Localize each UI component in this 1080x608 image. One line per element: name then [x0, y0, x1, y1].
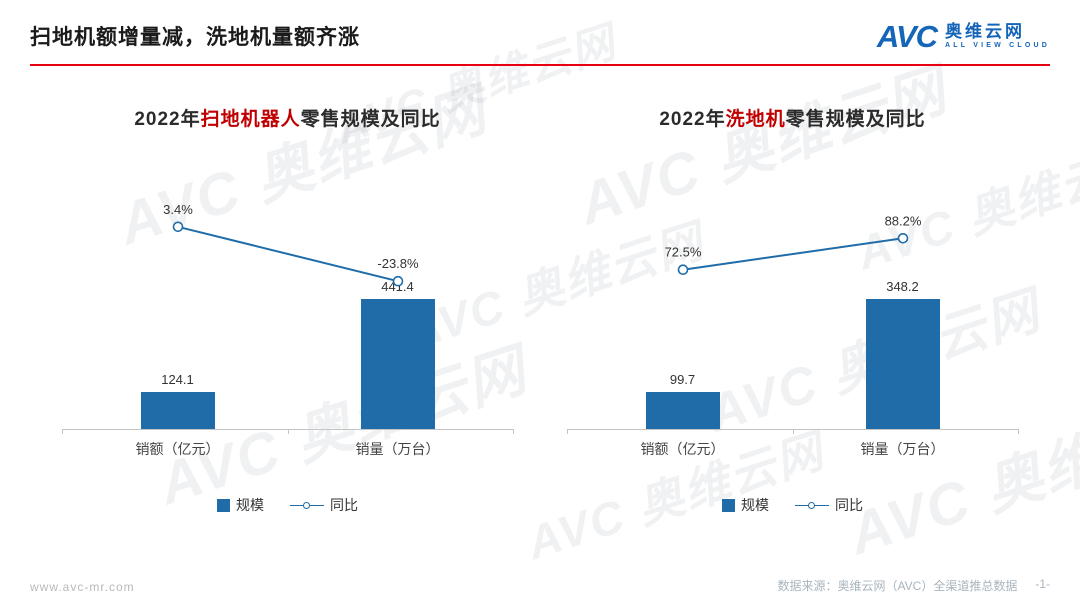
header: 扫地机额增量减，洗地机量额齐涨 AVC 奥维云网 ALL VIEW CLOUD [30, 14, 1050, 66]
footer-page-number: -1- [1035, 577, 1050, 591]
bar-swatch [217, 498, 230, 512]
category-label: 销量（万台） [860, 441, 945, 457]
plot-robot-vacuum: 124.1 销额（亿元） 441.4 销量（万台） 3.4% -23.8% [61, 159, 514, 479]
chart-title-suffix: 零售规模及同比 [300, 109, 441, 130]
axis-tick [1017, 429, 1019, 434]
chart-title-prefix: 2022年 [659, 109, 726, 130]
category-label: 销额（亿元） [135, 441, 220, 457]
svg-text:-23.8%: -23.8% [377, 256, 419, 271]
category-label: 销额（亿元） [640, 441, 725, 457]
bar-销量（万台） [865, 299, 940, 429]
bar-销量（万台） [360, 299, 435, 429]
chart-title: 2022年扫地机器人零售规模及同比 [55, 104, 520, 131]
bar-value-label: 124.1 [161, 372, 194, 388]
bar-销额（亿元） [140, 392, 215, 429]
axis-tick [566, 429, 568, 434]
chart-legend: 规模 同比 [560, 495, 1025, 515]
chart-title-highlight: 扫地机器人 [200, 109, 301, 130]
bar-销额（亿元） [645, 391, 720, 429]
avc-logo-name: 奥维云网 [945, 22, 1026, 42]
line-swatch [290, 499, 324, 512]
footer-data-source: 数据来源：奥维云网（AVC）全渠道推总数据 [777, 579, 1018, 593]
legend-item-scale: 规模 [217, 495, 264, 515]
plot-floor-washer: 99.7 销额（亿元） 348.2 销量（万台） 72.5% 88.2% [566, 159, 1019, 479]
bar-value-label: 99.7 [669, 371, 696, 387]
legend-label-scale: 规模 [741, 497, 769, 513]
legend-label-scale: 规模 [236, 497, 264, 513]
chart-robot-vacuum: 2022年扫地机器人零售规模及同比 124.1 销额（亿元） 441.4 销量（万台）… [55, 86, 520, 515]
page-title: 扫地机额增量减，洗地机量额齐涨 [30, 26, 360, 49]
legend-item-yoy: 同比 [290, 495, 358, 515]
bar-value-label: 441.4 [381, 279, 414, 294]
yoy-line-layer: 72.5% 88.2% [664, 213, 921, 275]
footer-source-area: 数据来源：奥维云网（AVC）全渠道推总数据 -1- [778, 577, 1050, 594]
legend-item-yoy: 同比 [795, 495, 863, 515]
legend-label-yoy: 同比 [835, 497, 863, 513]
legend-label-yoy: 同比 [330, 497, 358, 513]
chart-title-suffix: 零售规模及同比 [785, 109, 926, 130]
axis-tick [287, 429, 289, 434]
chart-title-highlight: 洗地机 [725, 109, 786, 130]
footer-website: www.avc-mr.com [30, 580, 135, 594]
svg-text:88.2%: 88.2% [884, 213, 921, 228]
avc-logo: AVC 奥维云网 ALL VIEW CLOUD [877, 21, 1050, 52]
axis-tick [512, 429, 514, 434]
bar-swatch [722, 498, 735, 512]
svg-text:3.4%: 3.4% [163, 202, 193, 217]
avc-logo-abbr: AVC [876, 18, 938, 54]
legend-item-scale: 规模 [722, 495, 769, 515]
axis-tick [61, 429, 63, 434]
svg-text:72.5%: 72.5% [664, 245, 701, 260]
chart-floor-washer: 2022年洗地机零售规模及同比 99.7 销额（亿元） 348.2 销量（万台） 72.… [560, 86, 1025, 515]
yoy-line-layer: 3.4% -23.8% [163, 202, 419, 287]
charts-area: 2022年扫地机器人零售规模及同比 124.1 销额（亿元） 441.4 销量（万台）… [55, 86, 1025, 515]
bar-value-label: 348.2 [886, 279, 919, 294]
chart-legend: 规模 同比 [55, 495, 520, 515]
avc-logo-tagline: ALL VIEW CLOUD [945, 41, 1050, 49]
chart-title: 2022年洗地机零售规模及同比 [560, 104, 1025, 131]
chart-title-prefix: 2022年 [134, 109, 201, 130]
line-swatch [795, 499, 829, 512]
category-label: 销量（万台） [355, 441, 440, 457]
axis-tick [792, 429, 794, 434]
